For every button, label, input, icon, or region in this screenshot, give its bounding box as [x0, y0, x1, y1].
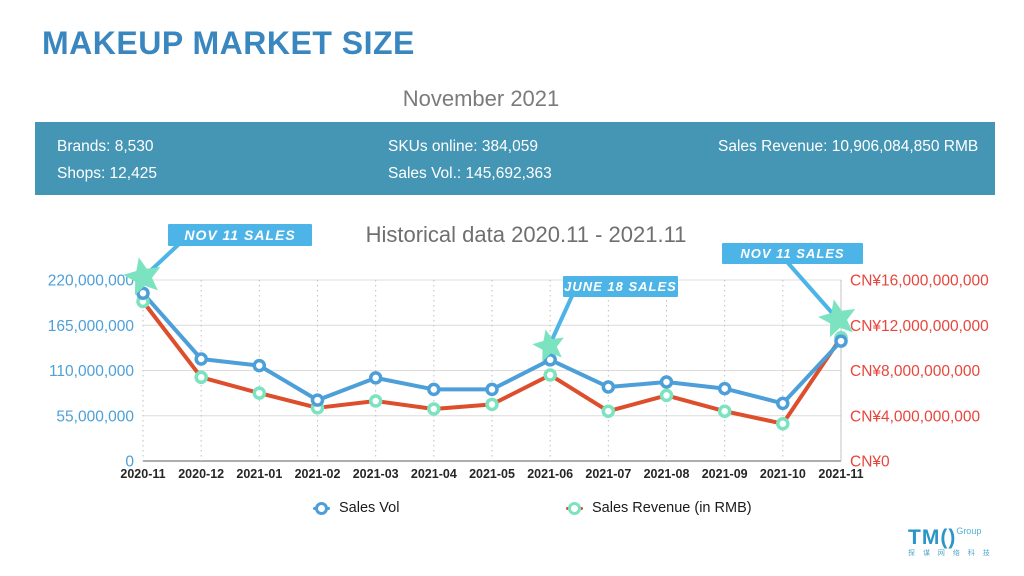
- x-axis-tick: 2021-09: [702, 467, 748, 481]
- x-axis-tick: 2021-05: [469, 467, 515, 481]
- legend-marker-icon: [566, 501, 583, 515]
- stats-bar: Brands: 8,530 Shops: 12,425 SKUs online:…: [35, 122, 995, 195]
- x-axis-tick: 2020-11: [120, 467, 165, 481]
- data-point-marker: [717, 404, 732, 418]
- annotation-label-box: [168, 224, 312, 246]
- annotation-label: NOV 11 SALES: [740, 246, 844, 261]
- data-point-marker: [427, 402, 441, 416]
- x-axis-tick: 2021-03: [353, 467, 399, 481]
- annotation-label: JUNE 18 SALES: [564, 279, 677, 294]
- series-markers-sales-revenue-in-rmb-: [136, 294, 848, 431]
- data-point-marker: [136, 286, 150, 300]
- series-markers-sales-vol: [136, 286, 848, 411]
- star-marker: [532, 329, 564, 362]
- x-axis-tick: 2021-04: [411, 467, 457, 481]
- stats-column-skus-vol: SKUs online: 384,059 Sales Vol.: 145,692…: [388, 133, 552, 187]
- x-axis-tick: 2021-02: [295, 467, 341, 481]
- axis-labels: 0 CN¥0 55,000,000 CN¥4,000,000,000 110,000,0…: [48, 273, 989, 482]
- data-point-marker: [485, 397, 499, 412]
- stat-skus: SKUs online: 384,059: [388, 138, 538, 155]
- data-point-marker: [310, 393, 325, 407]
- left-axis-tick: 165,000,000: [48, 318, 135, 335]
- legend-item-sales-vol: Sales Vol: [313, 500, 399, 516]
- data-point-marker: [776, 416, 790, 431]
- data-point-marker: [194, 352, 208, 366]
- right-axis-tick: CN¥16,000,000,000: [850, 273, 989, 290]
- right-axis-tick: CN¥8,000,000,000: [850, 363, 981, 380]
- annotation-arrow: [786, 261, 835, 316]
- x-axis-tick: 2021-01: [236, 467, 282, 481]
- data-point-marker: [368, 394, 383, 408]
- company-logo: TM()Group 探 谋 网 络 科 技: [908, 526, 1008, 558]
- historical-line-chart: 0 CN¥0 55,000,000 CN¥4,000,000,000 110,000,0…: [48, 224, 989, 482]
- data-point-marker: [717, 381, 732, 396]
- logo-group-text: Group: [956, 526, 982, 536]
- legend-marker-icon: [313, 501, 330, 515]
- data-point-marker: [543, 368, 557, 382]
- annotation-arrow: [549, 294, 574, 344]
- data-point-marker: [776, 396, 790, 411]
- star-marker: [818, 299, 856, 338]
- left-axis-tick: 0: [125, 454, 134, 471]
- stat-brands: Brands: 8,530: [57, 138, 154, 155]
- left-axis-tick: 110,000,000: [49, 363, 134, 380]
- data-point-marker: [252, 358, 267, 373]
- logo-text: TM(): [908, 526, 957, 549]
- chart-title: Historical data 2020.11 - 2021.11: [365, 222, 687, 247]
- stats-column-revenue: Sales Revenue: 10,906,084,850 RMB: [718, 133, 978, 160]
- data-point-marker: [659, 388, 674, 403]
- left-axis-tick: 55,000,000: [56, 408, 134, 425]
- x-axis-tick: 2021-06: [527, 467, 573, 481]
- stat-sales-revenue: Sales Revenue: 10,906,084,850 RMB: [718, 138, 979, 155]
- data-point-marker: [252, 386, 267, 400]
- stats-column-brands-shops: Brands: 8,530 Shops: 12,425: [57, 133, 157, 187]
- right-axis-tick: CN¥0: [850, 454, 890, 471]
- data-point-marker: [368, 371, 383, 385]
- right-axis-tick: CN¥4,000,000,000: [850, 408, 981, 425]
- data-point-marker: [601, 380, 616, 394]
- annotation-label: NOV 11 SALES: [184, 227, 295, 243]
- annotation-label-box: [722, 243, 863, 264]
- data-point-marker: [659, 375, 674, 389]
- data-point-marker: [543, 353, 557, 367]
- left-axis-tick: 220,000,000: [48, 273, 135, 290]
- legend-item-sales-revenue-in-rmb-: Sales Revenue (in RMB): [566, 500, 752, 516]
- star-marker: [123, 257, 161, 296]
- legend-label: Sales Vol: [339, 500, 400, 516]
- data-point-marker: [601, 404, 616, 418]
- x-axis-tick: 2021-11: [818, 467, 863, 481]
- gridlines: [142, 279, 842, 462]
- annotation-label-box: [563, 276, 678, 297]
- legend-label: Sales Revenue (in RMB): [592, 500, 752, 516]
- date-subtitle: November 2021: [402, 86, 560, 111]
- logo-tagline: 探 谋 网 络 科 技: [908, 550, 993, 557]
- data-point-marker: [485, 382, 499, 397]
- data-point-marker: [834, 334, 848, 348]
- right-axis-tick: CN¥12,000,000,000: [850, 318, 989, 335]
- x-axis-tick: 2020-12: [178, 467, 224, 481]
- annotations: NOV 11 SALES JUNE 18 SALES NOV 11 SALES: [123, 224, 863, 362]
- stat-sales-vol: Sales Vol.: 145,692,363: [388, 165, 552, 182]
- x-axis-tick: 2021-10: [760, 467, 806, 481]
- data-point-marker: [194, 370, 208, 385]
- data-point-marker: [427, 382, 441, 397]
- x-axis-tick: 2021-08: [644, 467, 690, 481]
- x-axis-tick: 2021-07: [585, 467, 631, 481]
- stat-shops: Shops: 12,425: [57, 165, 157, 182]
- page-title: MAKEUP MARKET SIZE: [42, 25, 415, 61]
